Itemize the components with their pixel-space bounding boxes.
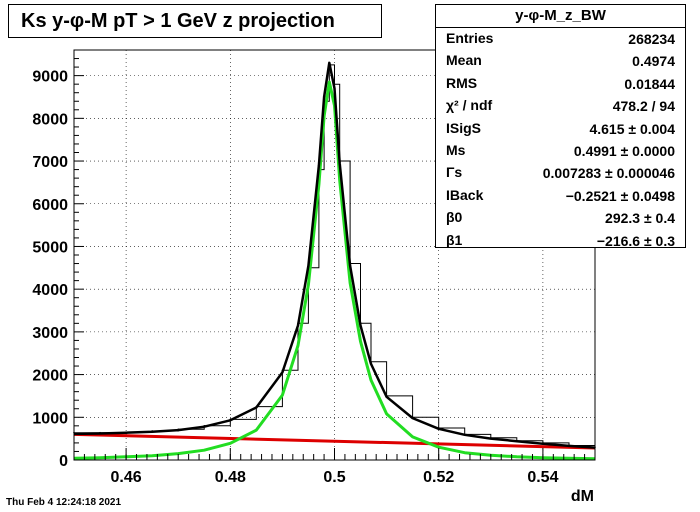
y-tick-label: 7000 xyxy=(32,154,68,171)
y-tick-label: 1000 xyxy=(32,410,68,427)
stats-label: IBack xyxy=(446,186,484,203)
stats-value: 292.3 ± 0.4 xyxy=(605,210,675,227)
stats-row: Mean 0.4974 xyxy=(436,50,685,72)
y-tick-label: 3000 xyxy=(32,325,68,342)
axes: 0 1000 2000 3000 4000 5000 6000 7000 8000 9000 0.4… xyxy=(32,58,596,486)
y-tick-label: 9000 xyxy=(32,69,68,86)
stats-label: Ms xyxy=(446,141,466,158)
stats-title: y-φ-M_z_BW xyxy=(436,5,685,28)
series-layer xyxy=(73,61,596,461)
stats-row: ISigS 4.615 ± 0.004 xyxy=(436,118,685,140)
stats-row: χ² / ndf 478.2 / 94 xyxy=(436,95,685,117)
stats-row: β1 −216.6 ± 0.3 xyxy=(436,230,685,252)
stats-row: β0 292.3 ± 0.4 xyxy=(436,207,685,229)
y-tick-label: 0 xyxy=(59,453,68,470)
stats-value: −216.6 ± 0.3 xyxy=(596,232,675,249)
stats-row: Entries 268234 xyxy=(436,28,685,50)
x-tick-label: 0.52 xyxy=(423,469,454,486)
y-tick-label: 5000 xyxy=(32,239,68,256)
stats-label: RMS xyxy=(446,74,478,91)
stats-value: 0.4974 xyxy=(632,53,675,70)
y-tick-label: 2000 xyxy=(32,368,68,385)
stats-value: 268234 xyxy=(628,31,675,47)
x-tick-label: 0.54 xyxy=(527,469,558,486)
x-axis-label: dM xyxy=(571,488,594,505)
stats-label: ISigS xyxy=(446,119,482,136)
y-tick-label: 6000 xyxy=(32,197,68,214)
signal-curve xyxy=(73,80,596,461)
stats-label: β1 xyxy=(446,231,463,248)
y-tick-label: 8000 xyxy=(32,111,68,128)
chart-title: Ks y-φ-M pT > 1 GeV z projection xyxy=(8,4,382,38)
stats-value: −0.2521 ± 0.0498 xyxy=(565,187,675,204)
stats-row: IBack −0.2521 ± 0.0498 xyxy=(436,185,685,207)
y-tick-label: 4000 xyxy=(32,282,68,299)
stats-box: y-φ-M_z_BW Entries 268234 Mean 0.4974 RMS 0… xyxy=(435,4,686,249)
stats-row: RMS 0.01844 xyxy=(436,73,685,95)
stats-value: 0.01844 xyxy=(624,75,675,92)
stats-row: Ms 0.4991 ± 0.0000 xyxy=(436,140,685,162)
x-tick-label: 0.46 xyxy=(111,469,142,486)
stats-value: 4.615 ± 0.004 xyxy=(589,120,675,137)
stats-label: χ² / ndf xyxy=(446,97,493,114)
stats-label: β0 xyxy=(446,209,463,226)
timestamp: Thu Feb 4 12:24:18 2021 xyxy=(6,497,122,508)
x-tick-label: 0.48 xyxy=(215,469,246,486)
stats-label: Entries xyxy=(446,30,494,46)
stats-value: 0.007283 ± 0.000046 xyxy=(542,165,675,182)
stats-label: Γs xyxy=(446,164,463,181)
stats-value: 0.4991 ± 0.0000 xyxy=(573,142,675,159)
background-curve xyxy=(73,432,596,450)
x-tick-label: 0.5 xyxy=(323,469,345,486)
stats-label: Mean xyxy=(446,52,482,69)
stats-row: Γs 0.007283 ± 0.000046 xyxy=(436,162,685,184)
total-fit-curve xyxy=(73,61,596,449)
stats-value: 478.2 / 94 xyxy=(612,98,675,115)
